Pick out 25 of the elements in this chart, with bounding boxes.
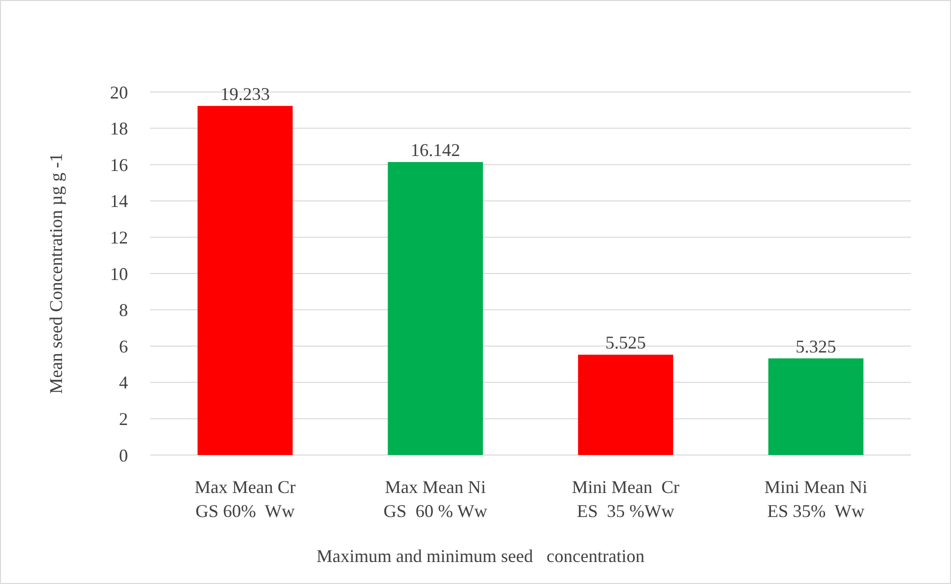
y-tick-label: 12 [110, 228, 128, 248]
y-tick-label: 6 [119, 336, 128, 356]
bar [198, 106, 293, 455]
bar [768, 358, 864, 455]
x-tick-label: Max Mean Cr GS 60% Ww [194, 477, 296, 521]
y-tick-label: 0 [119, 445, 128, 466]
y-tick-label: 2 [119, 409, 128, 429]
x-tick-label: Max Mean Ni GS 60 % Ww [384, 477, 488, 521]
x-tick-label: Mini Mean Cr ES 35 %Ww [572, 477, 680, 521]
x-axis-title: Maximum and minimum seed concentration [316, 546, 644, 566]
y-tick-label: 18 [110, 118, 128, 139]
data-label: 5.525 [605, 332, 646, 353]
y-tick-label: 4 [119, 372, 128, 393]
data-label: 19.233 [220, 84, 270, 104]
y-axis-title: Mean seed Concentration µg g -1 [46, 153, 66, 394]
y-tick-label: 8 [119, 300, 128, 320]
y-tick-label: 10 [110, 264, 128, 284]
x-tick-label: Mini Mean Ni ES 35% Ww [764, 477, 868, 521]
data-label: 16.142 [410, 140, 460, 160]
y-tick-label: 20 [110, 82, 128, 102]
y-tick-label: 16 [110, 154, 128, 175]
data-label: 5.325 [796, 336, 836, 356]
bar [388, 162, 483, 455]
y-tick-label: 14 [110, 191, 128, 212]
bar [578, 354, 674, 455]
